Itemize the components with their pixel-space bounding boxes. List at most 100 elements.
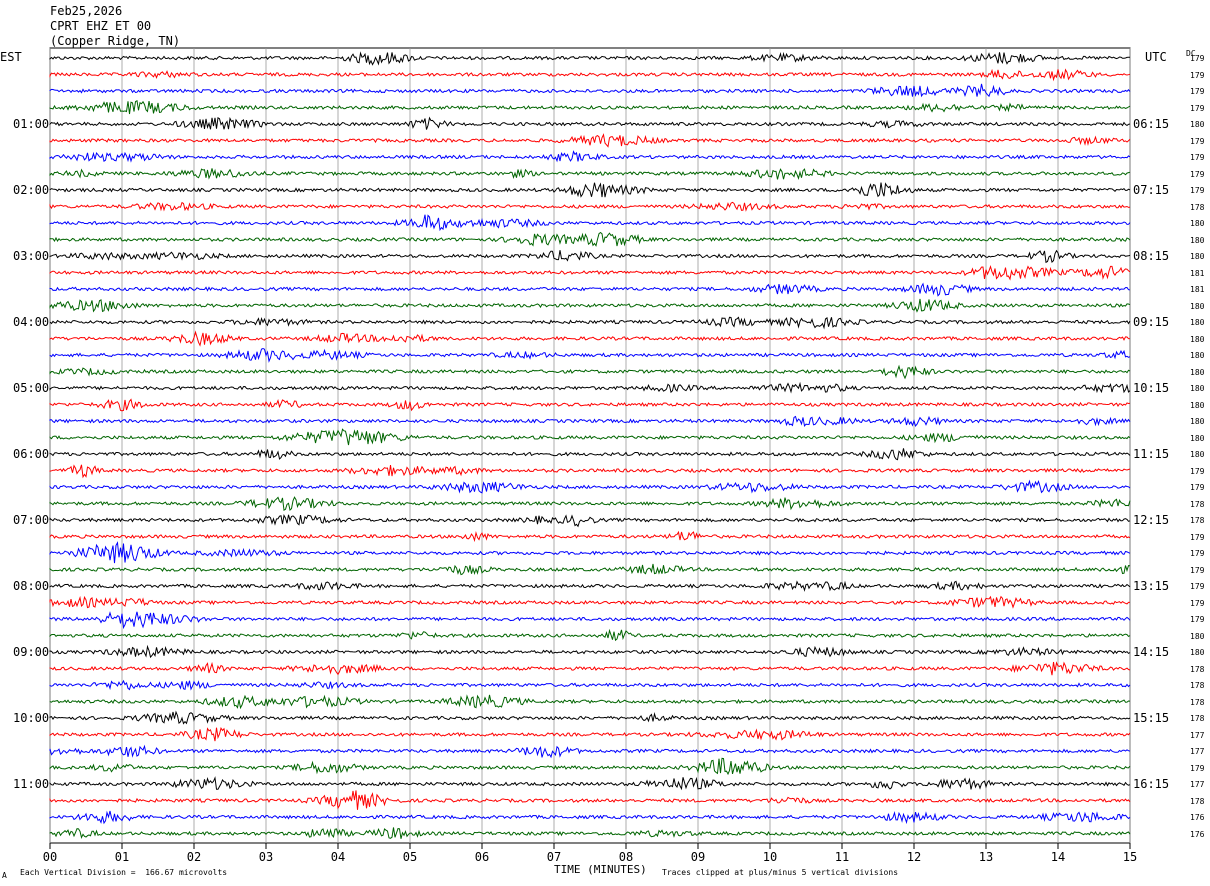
dc-offset-label: 178 <box>1190 664 1205 674</box>
dc-offset-label: 181 <box>1190 268 1205 278</box>
trace-line-12 <box>49 231 1131 247</box>
utc-hour-label: 16:15 <box>1133 777 1170 791</box>
dc-offset-label: 180 <box>1190 384 1205 393</box>
dc-offset-label: 177 <box>1190 747 1205 756</box>
x-tick-label-00: 00 <box>43 850 57 864</box>
trace-line-21 <box>49 381 1131 394</box>
x-tick-label-01: 01 <box>115 850 129 864</box>
dc-offset-label: 180 <box>1190 631 1205 641</box>
trace-line-45 <box>49 776 1131 791</box>
dc-offset-label: 180 <box>1190 648 1205 657</box>
trace-line-15 <box>49 282 1131 297</box>
x-tick-label-12: 12 <box>907 850 921 864</box>
trace-line-39 <box>49 679 1131 691</box>
est-hour-label: 02:00 <box>13 183 50 197</box>
x-tick-label-11: 11 <box>835 850 849 864</box>
dc-header-label: DC <box>1186 49 1196 58</box>
utc-hour-label: 10:15 <box>1133 381 1170 395</box>
trace-line-44 <box>49 757 1131 776</box>
trace-line-24 <box>49 428 1131 446</box>
est-hour-label: 01:00 <box>13 117 50 131</box>
trace-line-13 <box>49 249 1131 264</box>
dc-offset-label: 179 <box>1190 598 1205 608</box>
dc-offset-label: 179 <box>1190 87 1205 96</box>
dc-offset-label: 180 <box>1190 120 1205 129</box>
trace-line-20 <box>49 364 1131 380</box>
utc-hour-label: 08:15 <box>1133 249 1170 263</box>
trace-line-5 <box>49 116 1131 130</box>
trace-line-30 <box>49 530 1131 543</box>
est-hour-label: 07:00 <box>13 513 50 527</box>
x-tick-label-15: 15 <box>1123 850 1137 864</box>
trace-line-26 <box>49 464 1131 479</box>
dc-offset-label: 180 <box>1190 351 1205 360</box>
dc-offset-label: 180 <box>1190 417 1205 426</box>
trace-line-41 <box>49 710 1131 725</box>
utc-hour-label: 07:15 <box>1133 183 1170 197</box>
est-hour-label: 09:00 <box>13 645 50 659</box>
dc-offset-label: 179 <box>1190 532 1205 542</box>
dc-offset-label: 180 <box>1190 400 1205 410</box>
trace-line-4 <box>49 100 1131 115</box>
dc-offset-label: 179 <box>1190 70 1205 80</box>
trace-line-18 <box>49 330 1131 347</box>
x-tick-label-14: 14 <box>1051 850 1065 864</box>
dc-offset-label: 179 <box>1190 565 1205 575</box>
dc-offset-label: 178 <box>1190 202 1205 212</box>
dc-offset-label: 177 <box>1190 780 1205 789</box>
utc-hour-label: 11:15 <box>1133 447 1170 461</box>
dc-offset-label: 180 <box>1190 219 1205 228</box>
chart-location: (Copper Ridge, TN) <box>50 34 181 48</box>
dc-offset-label: 179 <box>1190 186 1205 195</box>
x-tick-label-07: 07 <box>547 850 561 864</box>
trace-line-8 <box>49 168 1131 180</box>
trace-line-34 <box>49 595 1131 609</box>
trace-line-29 <box>49 514 1131 528</box>
trace-line-22 <box>49 398 1131 412</box>
clip-note: Traces clipped at plus/minus 5 vertical … <box>662 868 899 877</box>
est-hour-label: 08:00 <box>13 579 50 593</box>
dc-offset-label: 181 <box>1190 285 1205 294</box>
dc-offset-label: 179 <box>1190 483 1205 492</box>
utc-hour-label: 12:15 <box>1133 513 1170 527</box>
trace-line-36 <box>49 628 1131 642</box>
dc-offset-label: 180 <box>1190 433 1205 443</box>
dc-offset-label: 179 <box>1190 103 1205 113</box>
utc-hour-label: 14:15 <box>1133 645 1170 659</box>
trace-line-3 <box>49 83 1131 98</box>
dc-offset-label: 177 <box>1190 730 1205 740</box>
trace-line-7 <box>49 150 1131 163</box>
est-hour-label: 10:00 <box>13 711 50 725</box>
x-tick-label-13: 13 <box>979 850 993 864</box>
trace-line-6 <box>49 133 1131 148</box>
dc-offset-label: 179 <box>1190 153 1205 162</box>
dc-offset-label: 179 <box>1190 136 1205 146</box>
trace-line-10 <box>49 201 1131 212</box>
trace-line-19 <box>49 347 1131 363</box>
trace-line-46 <box>49 790 1131 810</box>
dc-offset-label: 180 <box>1190 334 1205 344</box>
x-tick-label-06: 06 <box>475 850 489 864</box>
trace-line-40 <box>49 694 1131 710</box>
dc-offset-label: 179 <box>1190 169 1205 179</box>
dc-offset-label: 179 <box>1190 582 1205 591</box>
scale-note: Each Vertical Division = 166.67 microvol… <box>20 868 228 877</box>
est-hour-label: 06:00 <box>13 447 50 461</box>
trace-line-42 <box>49 727 1131 742</box>
trace-line-1 <box>49 51 1130 66</box>
x-tick-label-09: 09 <box>691 850 705 864</box>
dc-offset-label: 176 <box>1190 829 1205 839</box>
est-hour-label: 04:00 <box>13 315 50 329</box>
dc-offset-label: 180 <box>1190 301 1205 311</box>
dc-offset-label: 180 <box>1190 252 1205 261</box>
trace-line-2 <box>49 68 1131 82</box>
trace-line-14 <box>49 264 1131 281</box>
x-tick-label-04: 04 <box>331 850 345 864</box>
x-axis-title: TIME (MINUTES) <box>554 863 647 876</box>
utc-hour-label: 15:15 <box>1133 711 1170 725</box>
chart-date: Feb25,2026 <box>50 4 123 18</box>
trace-line-11 <box>49 214 1131 232</box>
est-hour-label: 03:00 <box>13 249 50 263</box>
dc-offset-label: 176 <box>1190 813 1205 822</box>
dc-offset-label: 179 <box>1190 549 1205 558</box>
